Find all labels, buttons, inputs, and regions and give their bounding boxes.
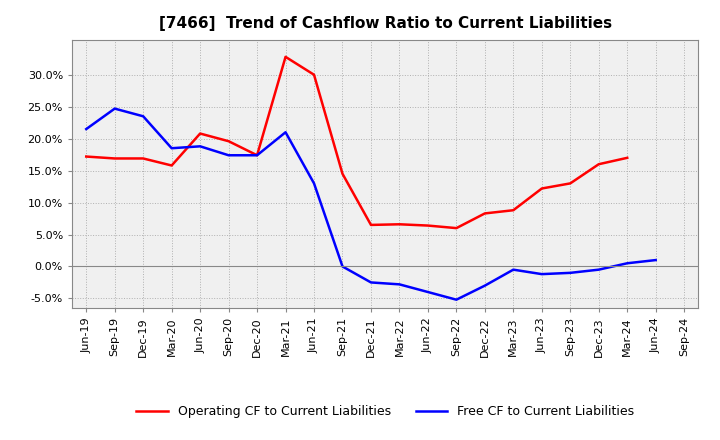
Operating CF to Current Liabilities (509, 208, 518, 213)
Free CF to Current Liabilities (395, 282, 404, 287)
Free CF to Current Liabilities (110, 106, 119, 111)
Free CF to Current Liabilities (82, 126, 91, 132)
Operating CF to Current Liabilities (623, 155, 631, 161)
Operating CF to Current Liabilities (253, 153, 261, 158)
Legend: Operating CF to Current Liabilities, Free CF to Current Liabilities: Operating CF to Current Liabilities, Fre… (131, 400, 639, 423)
Free CF to Current Liabilities (139, 114, 148, 119)
Free CF to Current Liabilities (652, 257, 660, 263)
Line: Operating CF to Current Liabilities: Operating CF to Current Liabilities (86, 57, 627, 228)
Title: [7466]  Trend of Cashflow Ratio to Current Liabilities: [7466] Trend of Cashflow Ratio to Curren… (158, 16, 612, 32)
Operating CF to Current Liabilities (338, 171, 347, 176)
Free CF to Current Liabilities (423, 290, 432, 295)
Operating CF to Current Liabilities (595, 161, 603, 167)
Free CF to Current Liabilities (595, 267, 603, 272)
Free CF to Current Liabilities (480, 283, 489, 288)
Free CF to Current Liabilities (623, 260, 631, 266)
Free CF to Current Liabilities (509, 267, 518, 272)
Free CF to Current Liabilities (225, 153, 233, 158)
Operating CF to Current Liabilities (196, 131, 204, 136)
Operating CF to Current Liabilities (310, 72, 318, 77)
Operating CF to Current Liabilities (282, 54, 290, 59)
Free CF to Current Liabilities (452, 297, 461, 302)
Operating CF to Current Liabilities (537, 186, 546, 191)
Free CF to Current Liabilities (310, 181, 318, 186)
Operating CF to Current Liabilities (480, 211, 489, 216)
Free CF to Current Liabilities (167, 146, 176, 151)
Operating CF to Current Liabilities (395, 222, 404, 227)
Free CF to Current Liabilities (566, 270, 575, 275)
Operating CF to Current Liabilities (225, 139, 233, 144)
Operating CF to Current Liabilities (139, 156, 148, 161)
Line: Free CF to Current Liabilities: Free CF to Current Liabilities (86, 109, 656, 300)
Operating CF to Current Liabilities (452, 225, 461, 231)
Operating CF to Current Liabilities (366, 222, 375, 227)
Operating CF to Current Liabilities (167, 163, 176, 168)
Free CF to Current Liabilities (253, 153, 261, 158)
Free CF to Current Liabilities (282, 130, 290, 135)
Free CF to Current Liabilities (366, 280, 375, 285)
Operating CF to Current Liabilities (423, 223, 432, 228)
Operating CF to Current Liabilities (82, 154, 91, 159)
Free CF to Current Liabilities (537, 271, 546, 277)
Free CF to Current Liabilities (196, 144, 204, 149)
Free CF to Current Liabilities (338, 264, 347, 269)
Operating CF to Current Liabilities (566, 181, 575, 186)
Operating CF to Current Liabilities (110, 156, 119, 161)
